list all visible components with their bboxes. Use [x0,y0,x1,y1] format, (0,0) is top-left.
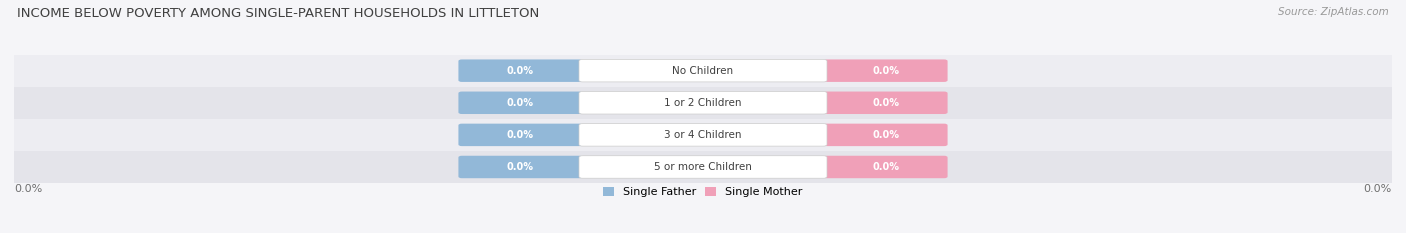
Text: Source: ZipAtlas.com: Source: ZipAtlas.com [1278,7,1389,17]
Text: No Children: No Children [672,66,734,76]
FancyBboxPatch shape [824,59,948,82]
FancyBboxPatch shape [579,124,827,146]
FancyBboxPatch shape [579,92,827,114]
FancyBboxPatch shape [579,59,827,82]
Text: 0.0%: 0.0% [872,66,898,76]
FancyBboxPatch shape [458,156,582,178]
FancyBboxPatch shape [458,59,582,82]
Text: 0.0%: 0.0% [1364,184,1392,194]
Bar [14,119,1392,151]
FancyBboxPatch shape [458,92,582,114]
FancyBboxPatch shape [824,156,948,178]
Text: 5 or more Children: 5 or more Children [654,162,752,172]
FancyBboxPatch shape [458,124,582,146]
Text: INCOME BELOW POVERTY AMONG SINGLE-PARENT HOUSEHOLDS IN LITTLETON: INCOME BELOW POVERTY AMONG SINGLE-PARENT… [17,7,538,20]
Text: 0.0%: 0.0% [872,130,898,140]
Bar [14,55,1392,87]
Text: 3 or 4 Children: 3 or 4 Children [664,130,742,140]
Bar [14,87,1392,119]
FancyBboxPatch shape [579,156,827,178]
FancyBboxPatch shape [824,124,948,146]
Text: 0.0%: 0.0% [508,98,534,108]
Text: 0.0%: 0.0% [508,162,534,172]
Text: 0.0%: 0.0% [508,66,534,76]
Text: 0.0%: 0.0% [872,162,898,172]
Text: 0.0%: 0.0% [14,184,42,194]
Text: 0.0%: 0.0% [508,130,534,140]
Text: 0.0%: 0.0% [872,98,898,108]
Bar [14,151,1392,183]
Legend: Single Father, Single Mother: Single Father, Single Mother [603,187,803,197]
Text: 1 or 2 Children: 1 or 2 Children [664,98,742,108]
FancyBboxPatch shape [824,92,948,114]
